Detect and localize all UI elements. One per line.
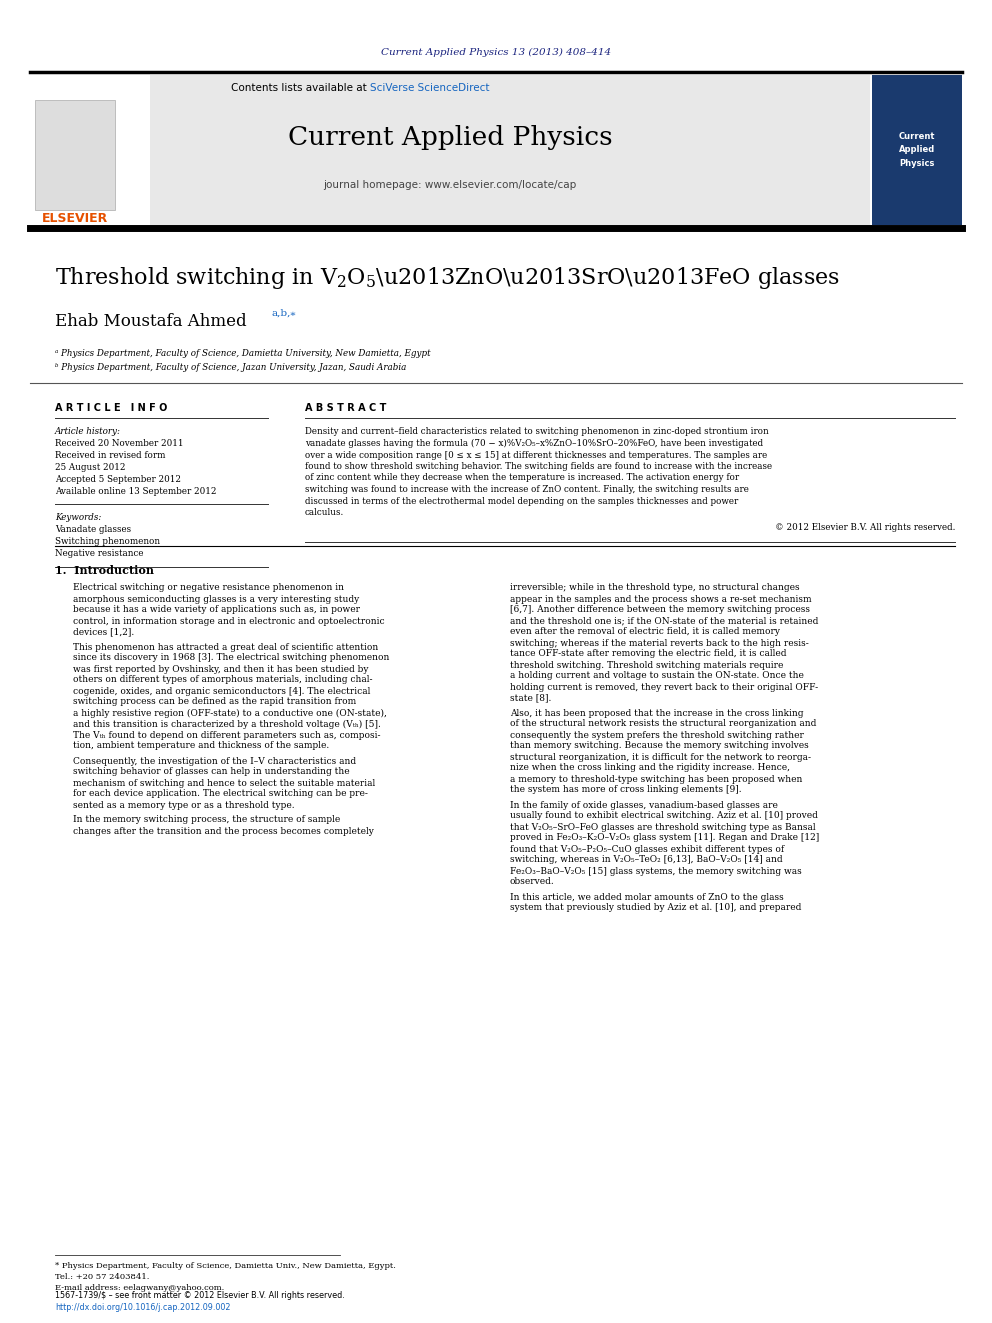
Text: The Vₜₕ found to depend on different parameters such as, composi-: The Vₜₕ found to depend on different par…	[73, 730, 381, 740]
Text: ELSEVIER: ELSEVIER	[42, 212, 108, 225]
Bar	[30, 75, 150, 225]
Text: journal homepage: www.elsevier.com/locate/cap: journal homepage: www.elsevier.com/locat…	[323, 180, 576, 191]
Text: for each device application. The electrical switching can be pre-: for each device application. The electri…	[73, 790, 368, 799]
Text: cogenide, oxides, and organic semiconductors [4]. The electrical: cogenide, oxides, and organic semiconduc…	[73, 687, 370, 696]
Text: was first reported by Ovshinsky, and then it has been studied by: was first reported by Ovshinsky, and the…	[73, 664, 368, 673]
Text: Tel.: +20 57 2403841.: Tel.: +20 57 2403841.	[55, 1273, 150, 1281]
Text: tion, ambient temperature and thickness of the sample.: tion, ambient temperature and thickness …	[73, 741, 329, 750]
Text: A B S T R A C T: A B S T R A C T	[305, 404, 386, 413]
Text: ᵇ Physics Department, Faculty of Science, Jazan University, Jazan, Saudi Arabia: ᵇ Physics Department, Faculty of Science…	[55, 363, 407, 372]
Text: a memory to threshold-type switching has been proposed when: a memory to threshold-type switching has…	[510, 774, 803, 783]
Text: © 2012 Elsevier B.V. All rights reserved.: © 2012 Elsevier B.V. All rights reserved…	[775, 524, 955, 532]
Text: found to show threshold switching behavior. The switching fields are found to in: found to show threshold switching behavi…	[305, 462, 772, 471]
Text: Current
Applied
Physics: Current Applied Physics	[899, 132, 935, 168]
Text: In the memory switching process, the structure of sample: In the memory switching process, the str…	[73, 815, 340, 824]
Text: Switching phenomenon: Switching phenomenon	[55, 537, 160, 545]
Text: proved in Fe₂O₃–K₂O–V₂O₅ glass system [11]. Regan and Drake [12]: proved in Fe₂O₃–K₂O–V₂O₅ glass system [1…	[510, 833, 819, 843]
Text: because it has a wide variety of applications such as, in power: because it has a wide variety of applica…	[73, 606, 360, 614]
Text: and this transition is characterized by a threshold voltage (Vₜₕ) [5].: and this transition is characterized by …	[73, 720, 381, 729]
Bar	[30, 75, 870, 225]
Text: Available online 13 September 2012: Available online 13 September 2012	[55, 487, 216, 496]
Text: state [8].: state [8].	[510, 693, 552, 703]
Text: found that V₂O₅–P₂O₅–CuO glasses exhibit different types of: found that V₂O₅–P₂O₅–CuO glasses exhibit…	[510, 844, 784, 853]
Text: A R T I C L E   I N F O: A R T I C L E I N F O	[55, 404, 168, 413]
Text: tance OFF-state after removing the electric field, it is called: tance OFF-state after removing the elect…	[510, 650, 787, 659]
Text: amorphous semiconducting glasses is a very interesting study: amorphous semiconducting glasses is a ve…	[73, 594, 359, 603]
Text: structural reorganization, it is difficult for the network to reorga-: structural reorganization, it is difficu…	[510, 753, 811, 762]
Text: mechanism of switching and hence to select the suitable material: mechanism of switching and hence to sele…	[73, 778, 375, 787]
Text: nize when the cross linking and the rigidity increase. Hence,: nize when the cross linking and the rigi…	[510, 763, 790, 773]
Text: switching; whereas if the material reverts back to the high resis-: switching; whereas if the material rever…	[510, 639, 808, 647]
Text: 25 August 2012: 25 August 2012	[55, 463, 126, 472]
Text: switching process can be defined as the rapid transition from: switching process can be defined as the …	[73, 697, 356, 706]
Text: threshold switching. Threshold switching materials require: threshold switching. Threshold switching…	[510, 660, 784, 669]
Text: Fe₂O₃–BaO–V₂O₅ [15] glass systems, the memory switching was: Fe₂O₃–BaO–V₂O₅ [15] glass systems, the m…	[510, 867, 802, 876]
Bar	[872, 75, 962, 225]
Text: switching behavior of glasses can help in understanding the: switching behavior of glasses can help i…	[73, 767, 349, 777]
Text: Received in revised form: Received in revised form	[55, 451, 166, 460]
Text: In this article, we added molar amounts of ZnO to the glass: In this article, we added molar amounts …	[510, 893, 784, 901]
Text: Vanadate glasses: Vanadate glasses	[55, 524, 131, 533]
Bar	[35, 101, 115, 210]
Text: since its discovery in 1968 [3]. The electrical switching phenomenon: since its discovery in 1968 [3]. The ele…	[73, 654, 390, 663]
Text: discussed in terms of the electrothermal model depending on the samples thicknes: discussed in terms of the electrothermal…	[305, 496, 738, 505]
Text: a highly resistive region (OFF-state) to a conductive one (ON-state),: a highly resistive region (OFF-state) to…	[73, 708, 387, 717]
Text: Contents lists available at: Contents lists available at	[231, 83, 370, 93]
Text: Received 20 November 2011: Received 20 November 2011	[55, 439, 184, 448]
Text: This phenomenon has attracted a great deal of scientific attention: This phenomenon has attracted a great de…	[73, 643, 378, 651]
Text: system that previously studied by Aziz et al. [10], and prepared: system that previously studied by Aziz e…	[510, 904, 802, 913]
Text: others on different types of amorphous materials, including chal-: others on different types of amorphous m…	[73, 676, 373, 684]
Text: irreversible; while in the threshold type, no structural changes: irreversible; while in the threshold typ…	[510, 583, 800, 593]
Text: control, in information storage and in electronic and optoelectronic: control, in information storage and in e…	[73, 617, 385, 626]
Text: Electrical switching or negative resistance phenomenon in: Electrical switching or negative resista…	[73, 583, 344, 593]
Text: even after the removal of electric field, it is called memory: even after the removal of electric field…	[510, 627, 780, 636]
Text: ᵃ Physics Department, Faculty of Science, Damietta University, New Damietta, Egy: ᵃ Physics Department, Faculty of Science…	[55, 349, 431, 359]
Text: over a wide composition range [0 ≤ x ≤ 15] at different thicknesses and temperat: over a wide composition range [0 ≤ x ≤ 1…	[305, 451, 767, 459]
Text: In the family of oxide glasses, vanadium-based glasses are: In the family of oxide glasses, vanadium…	[510, 800, 778, 810]
Text: the system has more of cross linking elements [9].: the system has more of cross linking ele…	[510, 786, 742, 795]
Text: that V₂O₅–SrO–FeO glasses are threshold switching type as Bansal: that V₂O₅–SrO–FeO glasses are threshold …	[510, 823, 815, 831]
Text: sented as a memory type or as a threshold type.: sented as a memory type or as a threshol…	[73, 800, 295, 810]
Text: Current Applied Physics: Current Applied Physics	[288, 126, 612, 151]
Text: Accepted 5 September 2012: Accepted 5 September 2012	[55, 475, 181, 484]
Text: switching, whereas in V₂O₅–TeO₂ [6,13], BaO–V₂O₅ [14] and: switching, whereas in V₂O₅–TeO₂ [6,13], …	[510, 856, 783, 864]
Text: of zinc content while they decrease when the temperature is increased. The activ: of zinc content while they decrease when…	[305, 474, 739, 483]
Text: Also, it has been proposed that the increase in the cross linking: Also, it has been proposed that the incr…	[510, 709, 804, 717]
Text: than memory switching. Because the memory switching involves: than memory switching. Because the memor…	[510, 741, 808, 750]
Text: Consequently, the investigation of the I–V characteristics and: Consequently, the investigation of the I…	[73, 757, 356, 766]
Text: SciVerse ScienceDirect: SciVerse ScienceDirect	[370, 83, 489, 93]
Text: Article history:: Article history:	[55, 427, 121, 437]
Text: of the structural network resists the structural reorganization and: of the structural network resists the st…	[510, 720, 816, 729]
Text: switching was found to increase with the increase of ZnO content. Finally, the s: switching was found to increase with the…	[305, 486, 749, 493]
Text: Negative resistance: Negative resistance	[55, 549, 144, 557]
Text: and the threshold one is; if the ON-state of the material is retained: and the threshold one is; if the ON-stat…	[510, 617, 818, 626]
Text: 1567-1739/$ – see front matter © 2012 Elsevier B.V. All rights reserved.: 1567-1739/$ – see front matter © 2012 El…	[55, 1290, 345, 1299]
Text: Density and current–field characteristics related to switching phenomenon in zin: Density and current–field characteristic…	[305, 427, 769, 437]
Text: E-mail address: eelagwany@yahoo.com.: E-mail address: eelagwany@yahoo.com.	[55, 1285, 224, 1293]
Text: * Physics Department, Faculty of Science, Damietta Univ., New Damietta, Egypt.: * Physics Department, Faculty of Science…	[55, 1262, 396, 1270]
Text: consequently the system prefers the threshold switching rather: consequently the system prefers the thre…	[510, 730, 804, 740]
Text: observed.: observed.	[510, 877, 555, 886]
Text: a holding current and voltage to sustain the ON-state. Once the: a holding current and voltage to sustain…	[510, 672, 804, 680]
Text: calculus.: calculus.	[305, 508, 344, 517]
Text: appear in the samples and the process shows a re-set mechanism: appear in the samples and the process sh…	[510, 594, 811, 603]
Text: a,b,⁎: a,b,⁎	[272, 310, 297, 318]
Text: Threshold switching in $\mathregular{V_2O_5}$\u2013ZnO\u2013SrO\u2013FeO glasses: Threshold switching in $\mathregular{V_2…	[55, 265, 840, 291]
Text: Keywords:: Keywords:	[55, 512, 101, 521]
Text: Current Applied Physics 13 (2013) 408–414: Current Applied Physics 13 (2013) 408–41…	[381, 48, 611, 57]
Text: 1.  Introduction: 1. Introduction	[55, 565, 154, 576]
Text: [6,7]. Another difference between the memory switching process: [6,7]. Another difference between the me…	[510, 606, 810, 614]
Text: Ehab Moustafa Ahmed: Ehab Moustafa Ahmed	[55, 314, 247, 331]
Text: usually found to exhibit electrical switching. Aziz et al. [10] proved: usually found to exhibit electrical swit…	[510, 811, 817, 820]
Text: devices [1,2].: devices [1,2].	[73, 627, 134, 636]
Text: http://dx.doi.org/10.1016/j.cap.2012.09.002: http://dx.doi.org/10.1016/j.cap.2012.09.…	[55, 1303, 230, 1312]
Text: vanadate glasses having the formula (70 − x)%V₂O₅–x%ZnO–10%SrO–20%FeO, have been: vanadate glasses having the formula (70 …	[305, 439, 763, 448]
Text: holding current is removed, they revert back to their original OFF-: holding current is removed, they revert …	[510, 683, 818, 692]
Text: changes after the transition and the process becomes completely: changes after the transition and the pro…	[73, 827, 374, 836]
